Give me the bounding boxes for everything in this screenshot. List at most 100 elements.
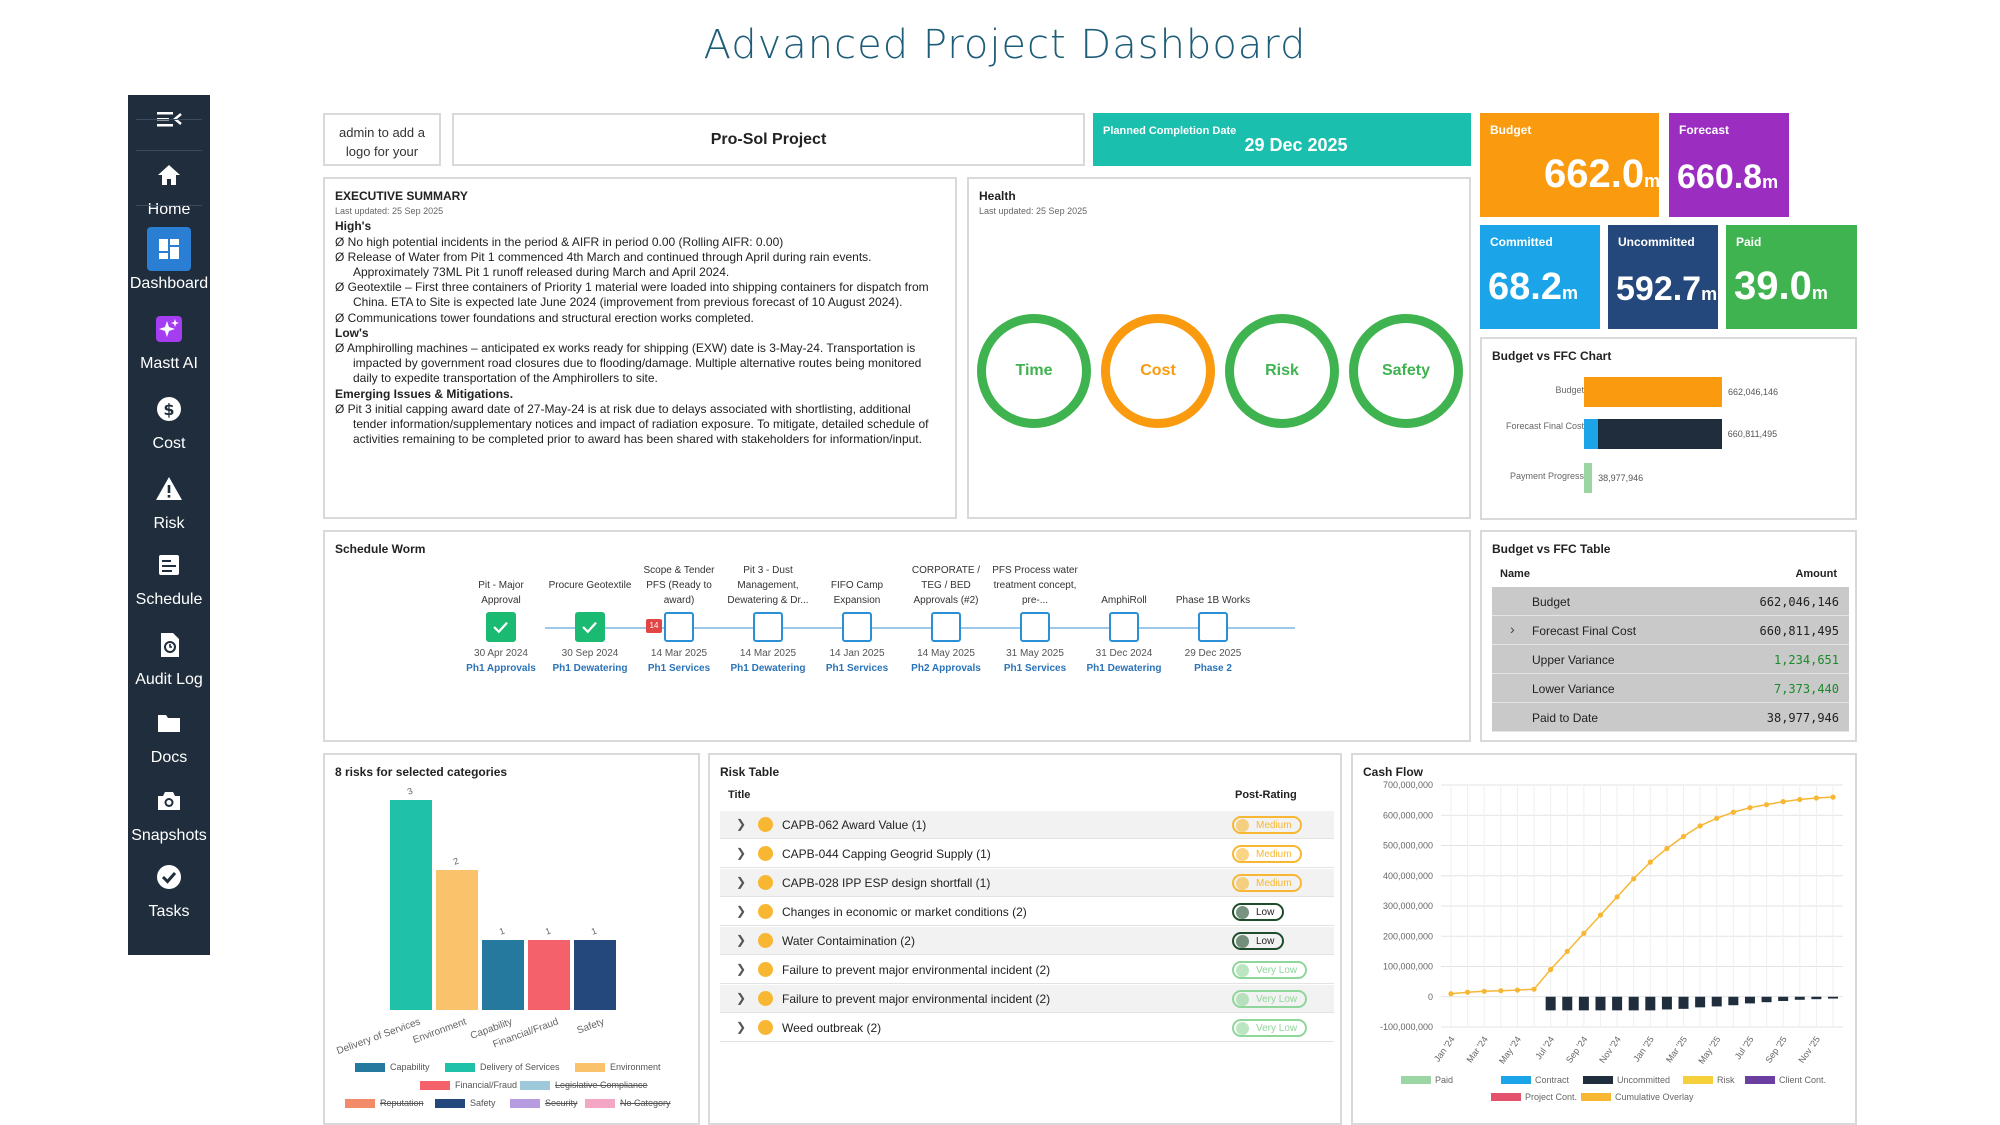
cf-cumulative-point[interactable] bbox=[1581, 930, 1587, 936]
schedule-milestone[interactable]: FIFO Camp Expansion 14 Jan 2025 Ph1 Servic… bbox=[814, 532, 900, 682]
risk-table-row[interactable]: ❯ ● Failure to prevent major environmental… bbox=[720, 956, 1334, 984]
risk-table-row[interactable]: ❯ ● Failure to prevent major environmental… bbox=[720, 985, 1334, 1013]
risk-category-legend-item[interactable]: Financial/Fraud bbox=[420, 1080, 517, 1091]
cf-cumulative-point[interactable] bbox=[1514, 987, 1521, 993]
risk-table-row[interactable]: ❯ ● Weed outbreak (2) Very Low bbox=[720, 1014, 1334, 1042]
cf-legend-label[interactable]: Cumulative Overlay bbox=[1615, 1092, 1694, 1102]
schedule-milestone[interactable]: Scope & Tender PFS (Ready to award) 14 14 … bbox=[636, 532, 722, 682]
cf-bar[interactable] bbox=[1778, 996, 1789, 1001]
cf-legend-label[interactable]: Client Cont. bbox=[1779, 1075, 1826, 1085]
paid-metric[interactable]: Paid 39.0m bbox=[1726, 225, 1857, 329]
schedule-milestone[interactable]: PFS Process water treatment concept, pre… bbox=[992, 532, 1078, 682]
bvf-table-row[interactable]: Paid to Date 38,977,946 bbox=[1492, 703, 1849, 732]
bvf-table-row[interactable]: Upper Variance 1,234,651 bbox=[1492, 645, 1849, 674]
cf-cumulative-point[interactable] bbox=[1763, 802, 1770, 808]
cf-cumulative-point[interactable] bbox=[1481, 988, 1487, 994]
cf-bar[interactable] bbox=[1578, 996, 1589, 1011]
cf-bar[interactable] bbox=[1628, 996, 1639, 1011]
bvf-table-row[interactable]: › Forecast Final Cost 660,811,495 bbox=[1492, 616, 1849, 645]
cf-cumulative-point[interactable] bbox=[1730, 809, 1736, 815]
expand-chevron-icon[interactable]: ❯ bbox=[736, 817, 747, 831]
cf-bar[interactable] bbox=[1794, 996, 1805, 1000]
schedule-milestone[interactable]: Pit - Major Approval 30 Apr 2024 Ph1 Appro… bbox=[458, 532, 544, 682]
milestone-complete-checkbox[interactable] bbox=[575, 612, 605, 642]
cf-legend-label[interactable]: Uncommitted bbox=[1617, 1075, 1670, 1085]
cf-cumulative-point[interactable] bbox=[1664, 845, 1670, 852]
cf-bar[interactable] bbox=[1828, 996, 1838, 999]
milestone-checkbox[interactable] bbox=[842, 612, 872, 642]
cf-bar[interactable] bbox=[1811, 996, 1822, 1000]
cf-cumulative-point[interactable] bbox=[1548, 966, 1554, 973]
risk-category-bar[interactable] bbox=[574, 940, 616, 1010]
cf-bar[interactable] bbox=[1744, 996, 1755, 1004]
milestone-phase[interactable]: Ph1 Dewatering bbox=[1086, 663, 1162, 674]
expand-chevron-icon[interactable]: ❯ bbox=[736, 1020, 747, 1034]
collapse-menu-button[interactable] bbox=[128, 105, 210, 135]
sidebar-item-risk[interactable]: Risk bbox=[128, 467, 210, 533]
cf-cumulative-point[interactable] bbox=[1830, 794, 1836, 800]
forecast-metric[interactable]: Forecast 660.8m bbox=[1669, 113, 1789, 217]
milestone-phase[interactable]: Ph1 Services bbox=[825, 663, 889, 674]
schedule-milestone[interactable]: Pit 3 - Dust Management, Dewatering & Dr… bbox=[725, 532, 811, 682]
sidebar-item-mastt-ai[interactable]: Mastt AI bbox=[128, 307, 210, 373]
cf-cumulative-point[interactable] bbox=[1714, 815, 1720, 821]
risk-category-bar[interactable] bbox=[390, 800, 432, 1010]
milestone-phase[interactable]: Ph1 Dewatering bbox=[552, 663, 628, 674]
cf-bar[interactable] bbox=[1562, 996, 1573, 1011]
cf-bar[interactable] bbox=[1645, 996, 1656, 1011]
menu-collapse-icon[interactable] bbox=[154, 105, 184, 135]
cf-cumulative-point[interactable] bbox=[1465, 989, 1471, 995]
cf-cumulative-point[interactable] bbox=[1647, 859, 1653, 865]
milestone-phase[interactable]: Ph1 Services bbox=[1003, 663, 1067, 674]
milestone-checkbox[interactable] bbox=[1198, 612, 1228, 642]
cf-cumulative-point[interactable] bbox=[1797, 796, 1803, 803]
milestone-phase[interactable]: Phase 2 bbox=[1194, 663, 1232, 674]
sidebar-item-dashboard[interactable]: Dashboard bbox=[128, 227, 210, 293]
expand-chevron-icon[interactable]: ❯ bbox=[736, 962, 747, 976]
risk-category-legend-item[interactable]: Delivery of Services bbox=[445, 1062, 560, 1073]
cf-bar[interactable] bbox=[1711, 996, 1722, 1007]
cf-cumulative-point[interactable] bbox=[1747, 805, 1753, 811]
health-ring-time[interactable]: Time bbox=[977, 314, 1091, 428]
schedule-milestone[interactable]: Procure Geotextile 30 Sep 2024 Ph1 Dewater… bbox=[547, 532, 633, 682]
cf-cumulative-point[interactable] bbox=[1448, 991, 1454, 997]
risk-category-legend-item[interactable]: Reputation bbox=[345, 1098, 424, 1109]
risk-table-row[interactable]: ❯ ● CAPB-028 IPP ESP design shortfall (1) M… bbox=[720, 869, 1334, 897]
cf-cumulative-point[interactable] bbox=[1531, 986, 1537, 992]
sidebar-item-schedule[interactable]: Schedule bbox=[128, 543, 210, 609]
health-ring-cost[interactable]: Cost bbox=[1101, 314, 1215, 428]
cf-cumulative-point[interactable] bbox=[1780, 799, 1786, 805]
expand-chevron-icon[interactable]: ❯ bbox=[736, 846, 747, 860]
risk-category-bar[interactable] bbox=[436, 870, 478, 1010]
risk-category-legend-item[interactable]: Capability bbox=[355, 1062, 430, 1073]
cf-cumulative-point[interactable] bbox=[1631, 876, 1637, 882]
risk-table-row[interactable]: ❯ ● CAPB-062 Award Value (1) Medium bbox=[720, 811, 1334, 839]
cf-bar[interactable] bbox=[1595, 996, 1606, 1011]
cf-bar[interactable] bbox=[1678, 996, 1689, 1009]
uncommitted-metric[interactable]: Uncommitted 592.7m bbox=[1608, 225, 1718, 329]
milestone-checkbox[interactable] bbox=[1109, 612, 1139, 642]
milestone-phase[interactable]: Ph1 Approvals bbox=[466, 663, 536, 674]
risk-category-bar[interactable] bbox=[482, 940, 524, 1010]
cf-cumulative-point[interactable] bbox=[1697, 823, 1703, 829]
health-ring-safety[interactable]: Safety bbox=[1349, 314, 1463, 428]
sidebar-item-snapshots[interactable]: Snapshots bbox=[128, 779, 210, 845]
risk-table-row[interactable]: ❯ ● CAPB-044 Capping Geogrid Supply (1) Med… bbox=[720, 840, 1334, 868]
milestone-phase[interactable]: Ph2 Approvals bbox=[911, 663, 981, 674]
milestone-complete-checkbox[interactable] bbox=[486, 612, 516, 642]
bvf-table-row[interactable]: Budget 662,046,146 bbox=[1492, 587, 1849, 616]
expand-chevron-icon[interactable]: ❯ bbox=[736, 933, 747, 947]
cf-bar[interactable] bbox=[1661, 996, 1672, 1010]
schedule-milestone[interactable]: Phase 1B Works 29 Dec 2025 Phase 2 bbox=[1170, 532, 1256, 682]
cf-legend-label[interactable]: Risk bbox=[1717, 1075, 1735, 1085]
sidebar-item-cost[interactable]: $ Cost bbox=[128, 387, 210, 453]
cf-bar[interactable] bbox=[1612, 996, 1623, 1011]
committed-metric[interactable]: Committed 68.2m bbox=[1480, 225, 1600, 329]
budget-metric[interactable]: Budget 662.0m bbox=[1480, 113, 1660, 217]
milestone-checkbox[interactable] bbox=[753, 612, 783, 642]
schedule-milestone[interactable]: AmphiRoll 31 Dec 2024 Ph1 Dewatering bbox=[1081, 532, 1167, 682]
risk-category-legend-item[interactable]: Legislative Compliance bbox=[520, 1080, 648, 1091]
cf-cumulative-point[interactable] bbox=[1564, 948, 1570, 954]
sidebar-item-tasks[interactable]: Tasks bbox=[128, 855, 210, 921]
schedule-milestone[interactable]: CORPORATE / TEG / BED Approvals (#2) 14 M… bbox=[903, 532, 989, 682]
